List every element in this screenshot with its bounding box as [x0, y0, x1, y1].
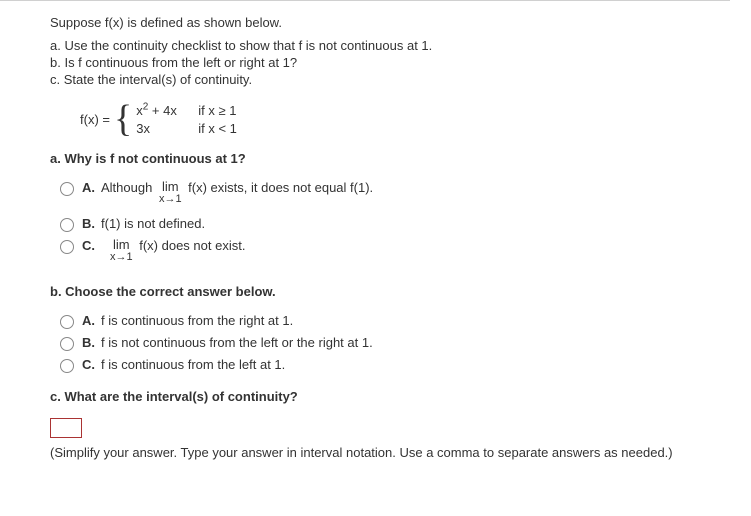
- option-text: limx→1 f(x) does not exist.: [101, 238, 245, 264]
- subparts: a. Use the continuity checklist to show …: [50, 38, 730, 87]
- option-letter: B.: [82, 216, 95, 231]
- question-b-options: A. f is continuous from the right at 1. …: [60, 313, 730, 375]
- option-letter: B.: [82, 335, 95, 350]
- fx-label: f(x) =: [80, 112, 110, 127]
- radio-icon: [60, 315, 74, 329]
- question-a-prompt: a. Why is f not continuous at 1?: [50, 151, 730, 166]
- brace-icon: {: [114, 103, 132, 135]
- answer-note: (Simplify your answer. Type your answer …: [50, 445, 730, 460]
- subpart-a: a. Use the continuity checklist to show …: [50, 38, 730, 53]
- option-letter: C.: [82, 357, 95, 372]
- option-a-C[interactable]: C. limx→1 f(x) does not exist.: [60, 238, 730, 270]
- intro-text: Suppose f(x) is defined as shown below.: [50, 15, 730, 30]
- piece2-expr: 3x: [136, 121, 198, 136]
- option-b-C[interactable]: C. f is continuous from the left at 1.: [60, 357, 730, 375]
- option-letter: A.: [82, 313, 95, 328]
- option-text: f is not continuous from the left or the…: [101, 335, 373, 350]
- question-b-prompt: b. Choose the correct answer below.: [50, 284, 730, 299]
- option-text: f(1) is not defined.: [101, 216, 205, 231]
- question-c-prompt: c. What are the interval(s) of continuit…: [50, 389, 730, 404]
- radio-icon: [60, 218, 74, 232]
- option-a-A[interactable]: A. Although limx→1 f(x) exists, it does …: [60, 180, 730, 212]
- question-a-options: A. Although limx→1 f(x) exists, it does …: [60, 180, 730, 270]
- piece2-cond: if x < 1: [198, 121, 237, 136]
- option-text: f is continuous from the right at 1.: [101, 313, 293, 328]
- option-a-B[interactable]: B. f(1) is not defined.: [60, 216, 730, 234]
- option-b-B[interactable]: B. f is not continuous from the left or …: [60, 335, 730, 353]
- option-b-A[interactable]: A. f is continuous from the right at 1.: [60, 313, 730, 331]
- radio-icon: [60, 240, 74, 254]
- subpart-b: b. Is f continuous from the left or righ…: [50, 55, 730, 70]
- radio-icon: [60, 337, 74, 351]
- answer-input[interactable]: [50, 418, 82, 438]
- option-text: Although limx→1 f(x) exists, it does not…: [101, 180, 373, 206]
- radio-icon: [60, 182, 74, 196]
- piece1-expr: x2 + 4x: [136, 103, 198, 118]
- option-letter: A.: [82, 180, 95, 195]
- piece1-cond: if x ≥ 1: [198, 103, 236, 118]
- radio-icon: [60, 359, 74, 373]
- option-text: f is continuous from the left at 1.: [101, 357, 285, 372]
- option-letter: C.: [82, 238, 95, 253]
- piecewise-function: f(x) = { x2 + 4x if x ≥ 1 3x if x < 1: [80, 101, 730, 137]
- subpart-c: c. State the interval(s) of continuity.: [50, 72, 730, 87]
